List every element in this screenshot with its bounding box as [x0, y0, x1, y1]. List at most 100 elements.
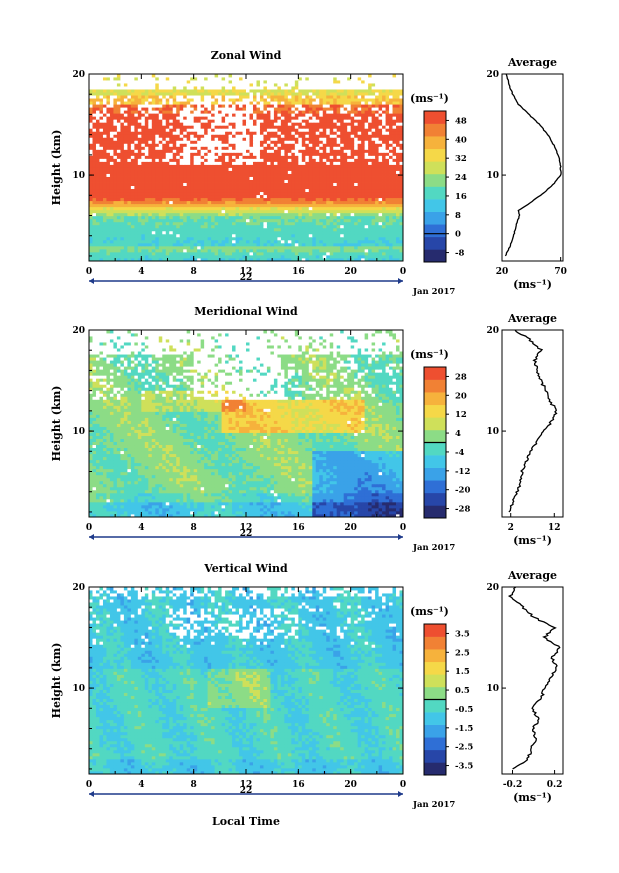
heatmap-cell — [95, 197, 100, 202]
heatmap-cell — [364, 185, 369, 190]
heatmap-cell — [141, 191, 146, 196]
heatmap-cell — [392, 164, 397, 168]
heatmap-cell — [89, 110, 93, 114]
heatmap-cell — [204, 137, 209, 141]
heatmap-cell — [336, 122, 341, 126]
heatmap-cell — [232, 182, 236, 186]
heatmap-cell — [280, 221, 285, 226]
heatmap-cell — [151, 236, 156, 241]
heatmap-cell — [151, 257, 156, 261]
heatmap-cell — [179, 251, 184, 256]
heatmap-cell — [204, 134, 209, 138]
heatmap-cell — [312, 116, 317, 120]
heatmap-cell — [232, 206, 236, 211]
heatmap-cell — [392, 173, 397, 177]
heatmap-cell — [371, 113, 376, 117]
heatmap-cell — [225, 242, 229, 247]
heatmap-cell — [92, 164, 97, 168]
heatmap-cell — [190, 227, 195, 232]
heatmap-cell — [200, 158, 205, 162]
heatmap-cell — [116, 125, 121, 129]
heatmap-cell — [350, 167, 355, 171]
heatmap-cell — [151, 191, 156, 196]
heatmap-cell — [95, 206, 100, 211]
heatmap-cell — [225, 230, 229, 235]
heatmap-cell — [305, 95, 310, 99]
heatmap-cell — [162, 116, 167, 120]
heatmap-cell — [287, 200, 292, 205]
heatmap-cell — [211, 161, 215, 165]
heatmap-cell — [221, 182, 226, 186]
heatmap-cell — [294, 233, 299, 238]
heatmap-cell — [378, 257, 383, 261]
heatmap-cell — [277, 212, 282, 217]
heatmap-cell — [172, 119, 177, 123]
heatmap-cell — [172, 179, 177, 183]
heatmap-cell — [347, 194, 352, 199]
heatmap-cell — [102, 236, 107, 241]
heatmap-cell — [92, 179, 97, 183]
heatmap-cell — [263, 140, 268, 144]
heatmap-cell — [89, 98, 93, 102]
heatmap-cell — [350, 197, 355, 202]
heatmap-cell — [186, 257, 191, 261]
heatmap-cell — [179, 140, 184, 144]
heatmap-cell — [120, 143, 125, 147]
heatmap-cell — [228, 254, 233, 259]
heatmap-cell — [186, 98, 191, 102]
heatmap-cell — [375, 131, 379, 135]
heatmap-cell — [277, 119, 282, 123]
heatmap-cell — [130, 125, 135, 129]
heatmap-cell — [291, 122, 296, 126]
heatmap-cell — [113, 176, 118, 180]
heatmap-cell — [228, 125, 233, 129]
heatmap-cell — [218, 98, 222, 102]
heatmap-cell — [123, 239, 128, 244]
heatmap-cell — [343, 119, 348, 123]
heatmap-cell — [294, 194, 299, 199]
heatmap-cell — [396, 203, 400, 208]
heatmap-cell — [364, 194, 369, 199]
heatmap-cell — [120, 179, 125, 183]
heatmap-cell — [190, 251, 195, 256]
heatmap-cell — [354, 95, 359, 99]
heatmap-cell — [378, 119, 383, 123]
heatmap-cell — [106, 191, 111, 196]
heatmap-cell — [169, 161, 174, 165]
heatmap-cell — [151, 104, 156, 108]
heatmap-cell — [89, 206, 93, 211]
heatmap-cell — [259, 95, 264, 99]
heatmap-cell — [378, 128, 383, 132]
heatmap-cell — [301, 137, 306, 141]
heatmap-cell — [99, 212, 104, 217]
heatmap-cell — [190, 197, 195, 202]
heatmap-cell — [357, 221, 362, 226]
heatmap-cell — [329, 158, 334, 162]
heatmap-cell — [99, 230, 104, 235]
heatmap-cell — [197, 203, 202, 208]
heatmap-cell — [99, 125, 104, 129]
heatmap-cell — [308, 242, 313, 247]
heatmap-cell — [354, 167, 359, 171]
heatmap-cell — [305, 182, 310, 186]
heatmap-cell — [95, 203, 100, 208]
heatmap-cell — [315, 245, 320, 250]
heatmap-cell — [319, 236, 324, 241]
heatmap-cell — [298, 122, 303, 126]
heatmap-cell — [354, 101, 359, 105]
heatmap-cell — [165, 143, 170, 147]
heatmap-cell — [273, 164, 278, 168]
heatmap-cell — [263, 137, 268, 141]
heatmap-cell — [169, 146, 174, 150]
heatmap-cell — [385, 257, 390, 261]
heatmap-cell — [137, 119, 142, 123]
heatmap-cell — [329, 107, 334, 111]
heatmap-cell — [319, 248, 324, 253]
heatmap-cell — [155, 245, 160, 250]
heatmap-cell — [123, 185, 128, 190]
heatmap-cell — [169, 170, 174, 174]
heatmap-cell — [266, 179, 271, 183]
heatmap-cell — [347, 143, 352, 147]
heatmap-cell — [141, 122, 146, 126]
heatmap-cell — [382, 164, 386, 168]
